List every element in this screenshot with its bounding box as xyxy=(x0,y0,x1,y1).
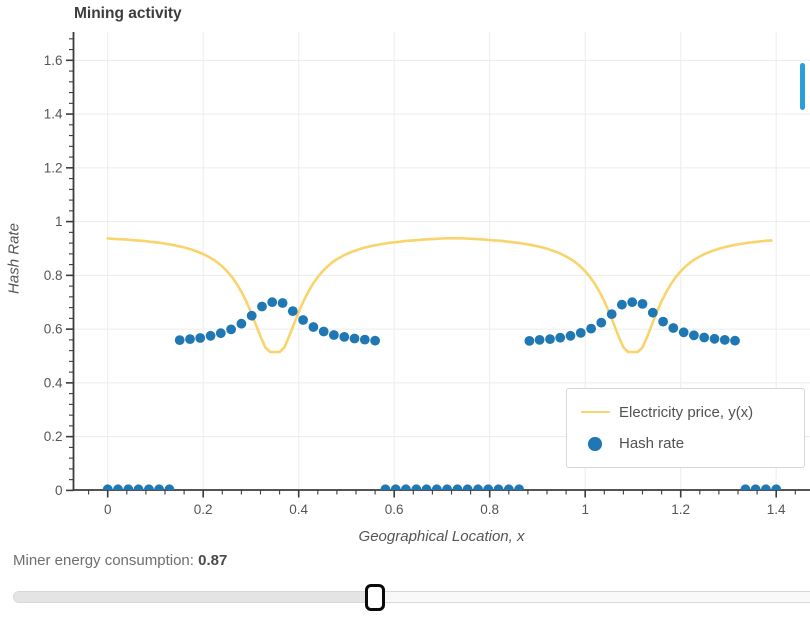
dot-swatch-icon xyxy=(580,437,610,451)
legend-label: Hash rate xyxy=(619,435,685,453)
svg-text:1.2: 1.2 xyxy=(671,502,690,517)
slider-fill xyxy=(14,592,376,602)
chart-title: Mining activity xyxy=(74,5,182,22)
svg-text:0.2: 0.2 xyxy=(44,429,63,444)
line-swatch-icon xyxy=(580,410,610,414)
slider-caption: Miner energy consumption: 0.87 xyxy=(13,552,227,569)
svg-text:0: 0 xyxy=(104,502,112,517)
chart-legend: Electricity price, y(x) Hash rate xyxy=(566,388,805,468)
svg-text:0.6: 0.6 xyxy=(385,502,404,517)
scrollbar-thumb[interactable] xyxy=(800,63,805,110)
svg-text:1: 1 xyxy=(55,214,63,229)
svg-text:1.4: 1.4 xyxy=(767,502,786,517)
svg-text:0.6: 0.6 xyxy=(44,322,63,337)
x-axis-label: Geographical Location, x xyxy=(358,528,525,545)
hash-rate-points xyxy=(102,297,782,490)
legend-entry-electricity-price: Electricity price, y(x) xyxy=(580,404,804,421)
y-axis-label: Hash Rate xyxy=(5,223,23,294)
svg-text:0: 0 xyxy=(55,483,63,498)
slider-track[interactable] xyxy=(13,591,810,603)
legend-entry-hash-rate: Hash rate xyxy=(580,435,804,452)
slider-thumb[interactable] xyxy=(365,584,385,611)
plot-canvas: 0 0.2 0.4 0.6 0.8 1 1.2 1.4 0 0.2 0.4 0.6 0.8 1 1.2 1.4… xyxy=(44,32,810,517)
slider-value: 0.87 xyxy=(198,552,228,569)
svg-text:0.2: 0.2 xyxy=(194,502,213,517)
svg-text:0.4: 0.4 xyxy=(289,502,308,517)
svg-text:0.8: 0.8 xyxy=(44,268,63,283)
electricity-price-line xyxy=(106,237,773,354)
svg-text:1.6: 1.6 xyxy=(44,53,63,68)
svg-text:0.8: 0.8 xyxy=(480,502,499,517)
svg-text:0.4: 0.4 xyxy=(44,375,63,390)
svg-text:1.4: 1.4 xyxy=(44,107,63,122)
legend-label: Electricity price, y(x) xyxy=(619,403,754,421)
svg-text:1.2: 1.2 xyxy=(44,160,63,175)
slider-label: Miner energy consumption: xyxy=(13,552,194,569)
svg-text:1: 1 xyxy=(581,502,589,517)
